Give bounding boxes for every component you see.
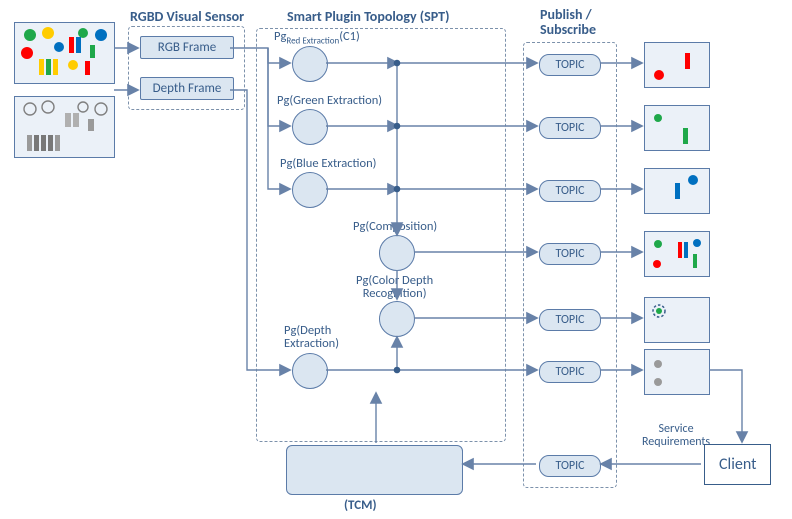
input-depth-shapes xyxy=(15,97,114,157)
node-green xyxy=(292,109,328,145)
label-comp: Pg(Composition) xyxy=(353,219,437,234)
label-red: PgRed Extraction(C1) xyxy=(274,29,360,47)
out-red xyxy=(644,42,710,88)
tcm-label: (TCM) xyxy=(344,498,377,513)
input-rgb-tile xyxy=(14,22,115,84)
topic-5: TOPIC xyxy=(539,309,601,331)
client-box: Client xyxy=(704,444,771,485)
out-blue xyxy=(644,168,710,214)
node-depth xyxy=(292,353,328,389)
node-comp xyxy=(379,235,415,271)
out-green xyxy=(644,105,710,151)
node-red xyxy=(292,46,328,82)
topic-3: TOPIC xyxy=(539,180,601,202)
topic-7: TOPIC xyxy=(539,455,601,477)
label-depth: Pg(DepthExtraction) xyxy=(284,325,339,350)
topic-4: TOPIC xyxy=(539,243,601,265)
rgb-frame: RGB Frame xyxy=(140,36,234,59)
label-blue: Pg(Blue Extraction) xyxy=(280,156,376,171)
topic-1: TOPIC xyxy=(539,54,601,76)
spt-title: Smart Plugin Topology (SPT) xyxy=(287,8,449,25)
topic-6: TOPIC xyxy=(539,361,601,383)
label-green: Pg(Green Extraction) xyxy=(277,93,382,108)
out-depth xyxy=(644,349,710,395)
node-blue xyxy=(292,172,328,208)
topic-2: TOPIC xyxy=(539,117,601,139)
out-cdr xyxy=(644,297,710,343)
out-comp xyxy=(644,231,710,277)
rgbd-title: RGBD Visual Sensor xyxy=(130,8,244,25)
input-rgb-shapes xyxy=(15,23,114,83)
label-cdr: Pg(Color DepthRecognition) xyxy=(356,275,433,300)
node-cdr xyxy=(379,301,415,337)
input-depth-tile xyxy=(14,96,115,158)
pubsub-title: Publish / Subscribe xyxy=(540,8,596,37)
pubsub-dashbox xyxy=(523,42,617,488)
tcm-box xyxy=(286,445,463,495)
depth-frame: Depth Frame xyxy=(140,77,234,100)
service-req-label: Service Requirements xyxy=(642,423,710,448)
